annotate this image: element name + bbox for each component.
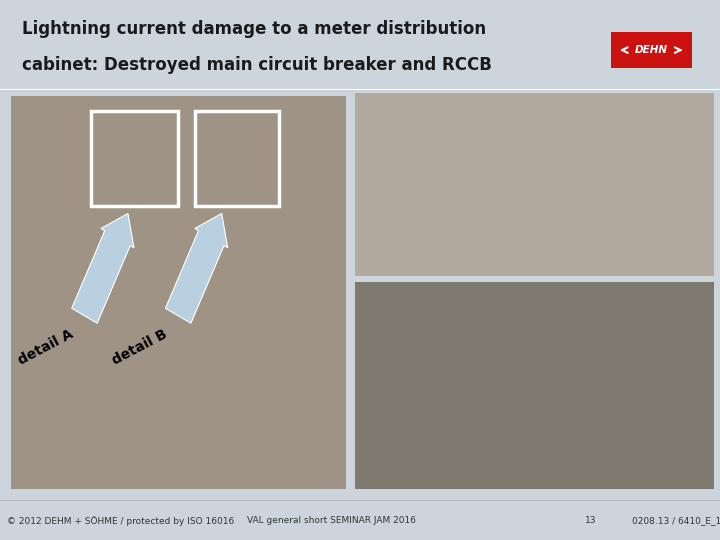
- FancyArrow shape: [72, 213, 134, 323]
- Text: VAL general short SEMINAR JAM 2016: VAL general short SEMINAR JAM 2016: [247, 516, 415, 525]
- Text: Lightning current damage to a meter distribution: Lightning current damage to a meter dist…: [22, 20, 486, 38]
- Text: detail A: detail A: [368, 104, 426, 119]
- Text: 0208.13 / 6410_E_1: 0208.13 / 6410_E_1: [632, 516, 720, 525]
- Text: DEHN: DEHN: [635, 45, 667, 55]
- Text: cabinet: Destroyed main circuit breaker and RCCB: cabinet: Destroyed main circuit breaker …: [22, 56, 492, 74]
- Text: © 2012 DEHM + SÖHME / protected by ISO 16016: © 2012 DEHM + SÖHME / protected by ISO 1…: [7, 516, 235, 525]
- Text: 13: 13: [585, 516, 596, 525]
- FancyArrow shape: [166, 213, 228, 323]
- Text: detail B: detail B: [110, 327, 170, 368]
- Bar: [91, 111, 179, 206]
- Text: detail A: detail A: [16, 327, 76, 368]
- Text: detail B: detail B: [368, 294, 426, 309]
- Bar: [611, 32, 692, 68]
- Bar: [195, 111, 279, 206]
